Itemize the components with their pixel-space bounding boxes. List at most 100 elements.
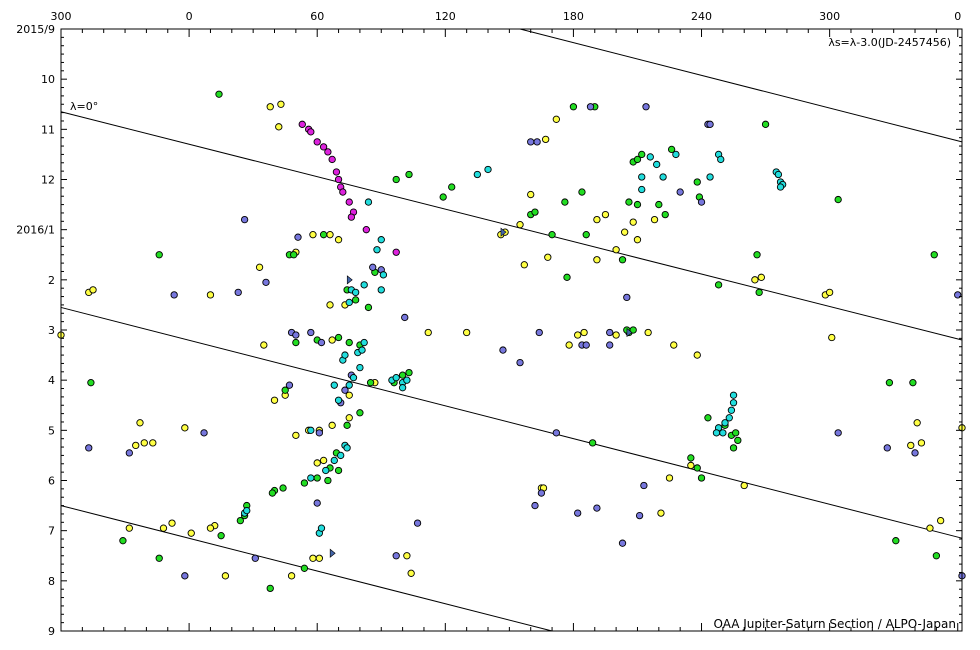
data-point [926, 524, 934, 532]
data-point [706, 173, 714, 181]
data-point [499, 346, 507, 354]
y-tick-label: 11 [41, 123, 55, 136]
data-point [401, 313, 409, 322]
data-point [655, 200, 663, 209]
data-point [672, 150, 680, 159]
data-point [319, 456, 328, 465]
data-point [755, 288, 763, 297]
data-point [356, 363, 364, 372]
data-point [159, 524, 168, 532]
triangle-marker [626, 327, 633, 338]
data-point [345, 298, 353, 307]
x-tick-label: 300 [51, 10, 72, 23]
data-point [379, 271, 388, 279]
x-tick-label: 240 [691, 10, 712, 23]
drift-line [60, 306, 963, 539]
data-point [236, 516, 244, 525]
data-point [606, 341, 614, 349]
data-point [315, 429, 323, 437]
data-point [170, 291, 178, 299]
data-point [740, 481, 748, 490]
data-point [307, 426, 315, 434]
data-point [243, 506, 251, 515]
data-point [334, 175, 343, 184]
data-point [262, 278, 270, 286]
data-point [287, 572, 296, 580]
data-point [168, 519, 176, 527]
data-point [373, 246, 381, 254]
data-point [345, 414, 353, 422]
data-point [200, 429, 208, 437]
data-point [181, 572, 189, 580]
data-point [398, 371, 407, 379]
data-point [313, 138, 321, 146]
data-point [319, 143, 328, 151]
data-point [345, 338, 353, 347]
data-point [552, 115, 560, 123]
y-tick-label: 2 [48, 274, 55, 287]
data-point [119, 537, 127, 545]
data-point [825, 288, 834, 297]
data-point [424, 328, 432, 337]
data-point [251, 554, 259, 562]
data-point [290, 251, 298, 259]
data-point [531, 208, 539, 216]
data-point [725, 414, 733, 422]
data-point [623, 293, 631, 302]
data-point [356, 409, 364, 417]
data-point [206, 524, 215, 532]
data-point [392, 374, 400, 382]
data-point [704, 414, 712, 422]
data-point [294, 233, 302, 241]
data-point [640, 481, 648, 490]
data-point [911, 449, 919, 457]
data-point [646, 153, 654, 161]
data-point [593, 504, 601, 512]
data-point [268, 489, 277, 497]
data-point [697, 198, 706, 206]
data-point [484, 165, 492, 174]
data-point [659, 173, 667, 181]
y-tick-label: 8 [48, 575, 55, 588]
data-point [563, 273, 571, 281]
data-point [665, 474, 674, 482]
data-point [527, 138, 535, 146]
data-point [343, 444, 351, 452]
data-point [366, 379, 375, 387]
lambda-zero-label: λ=0° [70, 100, 98, 113]
y-tick-label: 9 [48, 625, 55, 638]
data-point [633, 155, 642, 164]
data-point [149, 439, 157, 447]
data-point [638, 185, 646, 194]
data-point [542, 135, 550, 144]
data-point [907, 441, 915, 450]
data-point [633, 236, 642, 244]
data-point [657, 509, 665, 517]
data-point [552, 429, 560, 437]
data-point [125, 449, 133, 457]
data-point [140, 439, 148, 447]
data-point [345, 391, 353, 399]
data-point [334, 333, 343, 342]
data-point [653, 160, 661, 169]
data-point [181, 424, 189, 432]
data-point [565, 341, 573, 349]
data-point [644, 328, 652, 337]
data-point [625, 198, 633, 206]
y-tick-label: 2015/9 [16, 23, 55, 36]
data-point [300, 479, 309, 487]
y-tick-label: 2016/1 [16, 224, 55, 237]
data-point [582, 231, 590, 239]
data-point [89, 286, 97, 294]
data-point [339, 188, 347, 196]
data-point [618, 539, 627, 547]
data-point [330, 381, 338, 389]
data-point [544, 253, 552, 261]
data-point [712, 429, 721, 437]
data-point [266, 584, 274, 593]
data-point [360, 281, 368, 289]
data-point [398, 384, 407, 392]
data-point [612, 331, 620, 339]
data-point [313, 459, 321, 467]
